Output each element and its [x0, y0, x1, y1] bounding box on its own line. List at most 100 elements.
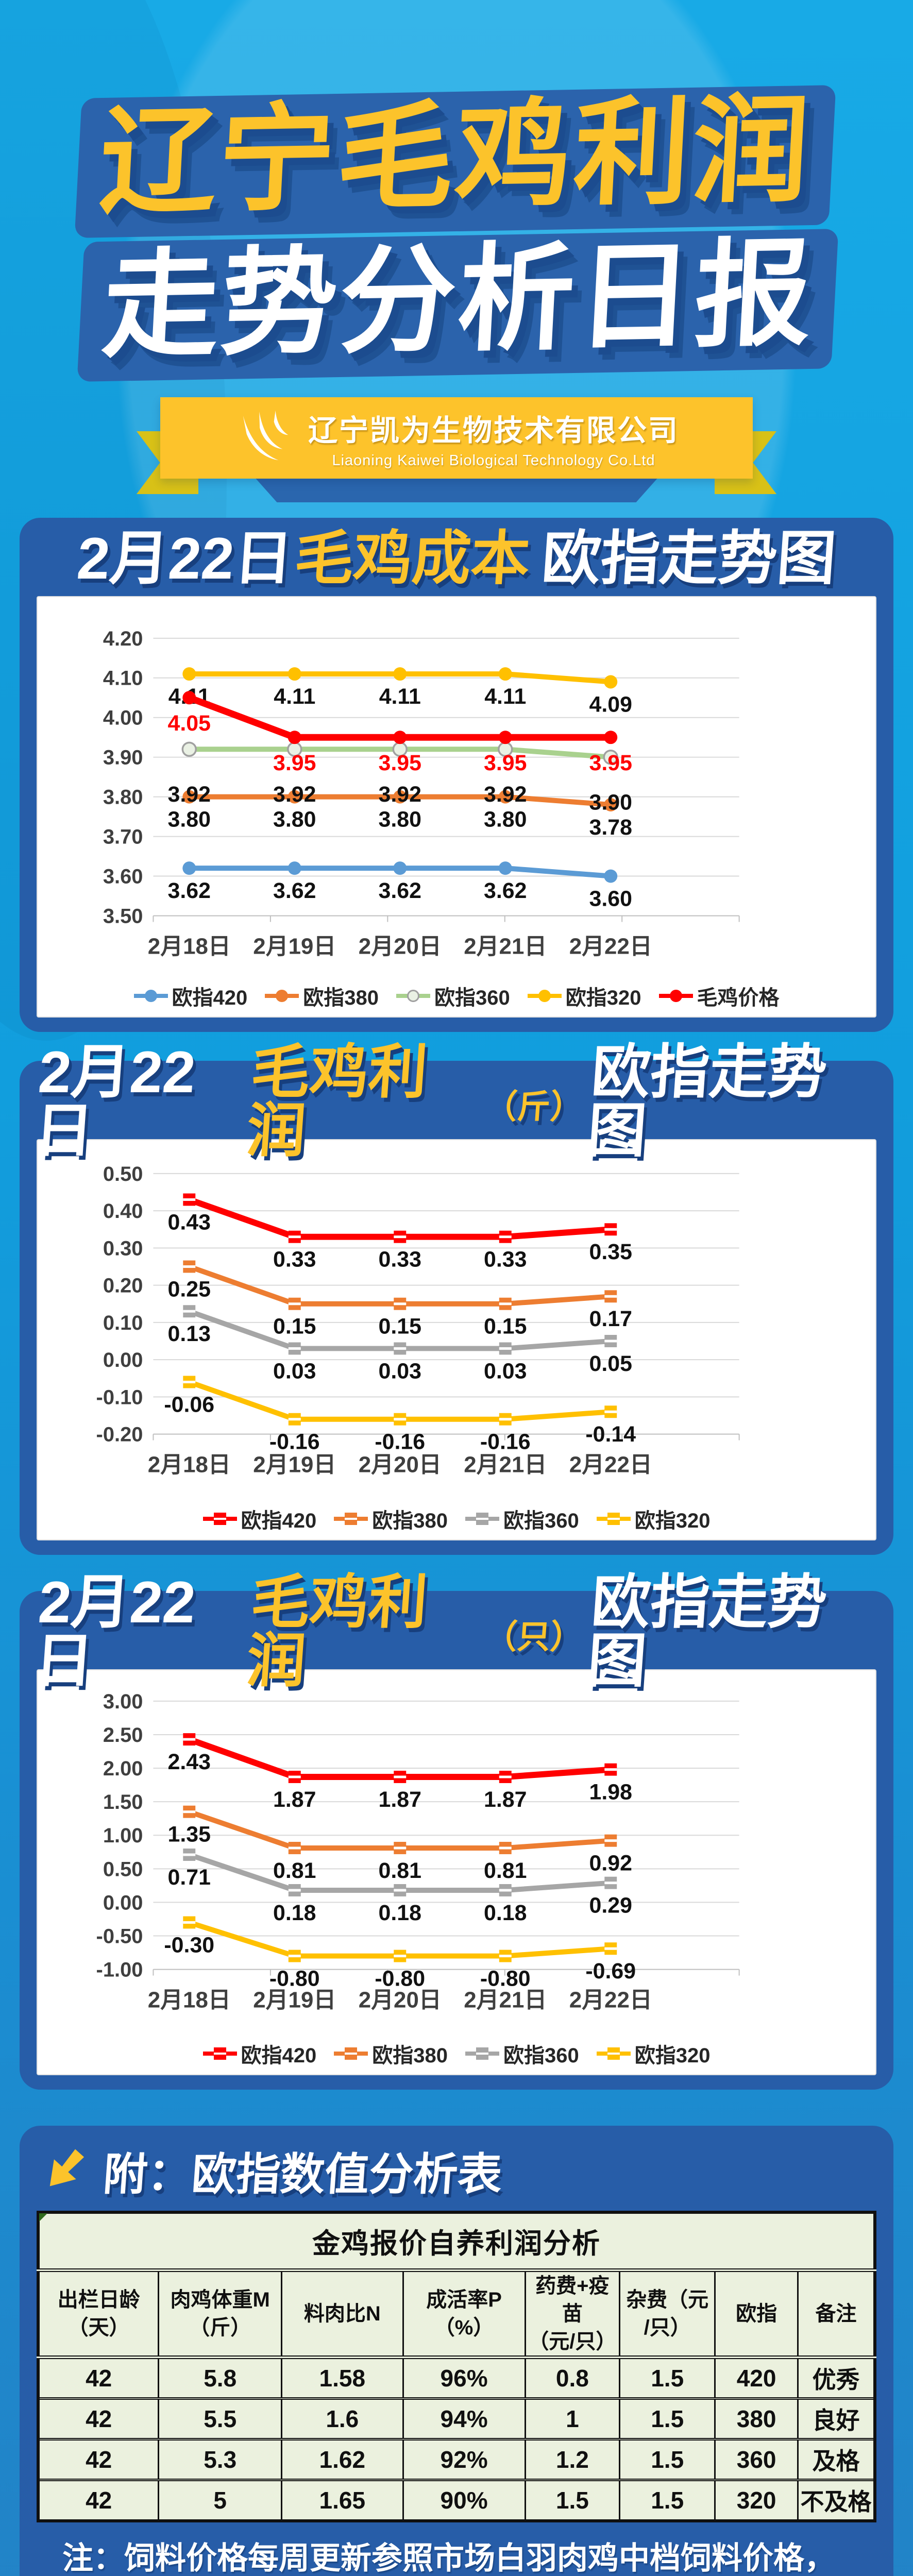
data-label: 0.15: [273, 1314, 316, 1339]
data-label: 0.17: [589, 1307, 632, 1331]
company-banner: 辽宁凯为生物技术有限公司 Liaoning Kaiwei Biological …: [160, 397, 753, 503]
data-label: 0.92: [589, 1851, 632, 1875]
table-cell: 良好: [797, 2397, 876, 2441]
data-label: 3.80: [273, 807, 316, 832]
table-cell: 0.8: [524, 2356, 621, 2400]
table-cell: 优秀: [797, 2356, 876, 2400]
series-毛鸡价格: 4.05 3.95 3.95 3.95 3.95: [168, 691, 632, 775]
title-suffix: 欧指走势图: [539, 526, 838, 592]
table-cell: 1.65: [281, 2479, 404, 2522]
table-cell: 5.5: [158, 2397, 283, 2441]
x-tick-label: 2月21日: [464, 934, 547, 959]
data-label: 3.95: [273, 751, 316, 775]
table-cell: 5.3: [158, 2438, 283, 2481]
y-tick-label: -1.00: [96, 1958, 143, 1981]
y-tick-label: 1.00: [103, 1824, 143, 1847]
legend-label: 欧指360: [434, 987, 510, 1010]
legend-marker-icon: [465, 2047, 499, 2060]
series-欧指360: 3.92 3.92 3.92 3.92 3.90: [168, 741, 632, 815]
y-tick-label: 2.50: [103, 1723, 143, 1746]
table-cell: 1.5: [619, 2397, 716, 2441]
table-cell: 42: [37, 2356, 160, 2400]
legend-item-欧指360: 欧指360: [465, 2039, 579, 2069]
series-欧指420: 0.43 0.33 0.33 0.33 0.35: [168, 1193, 632, 1272]
table-cell: 42: [37, 2479, 160, 2522]
y-tick-label: 2.00: [103, 1757, 143, 1780]
data-label: 3.95: [484, 751, 527, 775]
legend-item-欧指360: 欧指360: [465, 1504, 579, 1534]
gridlines: [153, 637, 740, 922]
y-tick-label: 4.20: [103, 628, 143, 650]
x-tick-label: 2月20日: [359, 1987, 442, 2012]
analysis-heading-row: 附：欧指数值分析表: [40, 2138, 873, 2202]
data-label: 0.81: [273, 1858, 316, 1883]
title-unit: （只）: [483, 1618, 585, 1655]
column-header: 肉鸡体重M （斤）: [158, 2269, 283, 2359]
company-name-en: Liaoning Kaiwei Biological Technology Co…: [332, 452, 655, 469]
table-cell: 1.5: [524, 2479, 621, 2522]
data-label: -0.14: [585, 1422, 636, 1447]
table-cell: 1.5: [619, 2438, 716, 2481]
x-tick-label: 2月21日: [464, 1452, 547, 1478]
data-label: 0.71: [168, 1865, 211, 1889]
table-cell: 92%: [402, 2438, 526, 2481]
chart-profit-jin-svg: 0.500.400.300.200.100.00-0.10-0.200.430.…: [96, 1163, 740, 1478]
chart-profit-bird-legend: 欧指420 欧指380 欧指360 欧指320: [38, 2035, 875, 2072]
data-label: 1.98: [589, 1780, 632, 1804]
legend-item-欧指360: 欧指360: [396, 981, 510, 1011]
legend-label: 欧指380: [303, 987, 379, 1010]
y-tick-label: 4.10: [103, 667, 143, 690]
table-cell: 1.6: [281, 2397, 404, 2441]
legend-label: 毛鸡价格: [697, 987, 780, 1010]
series-欧指320: -0.06 -0.16 -0.16 -0.16 -0.14: [164, 1376, 636, 1454]
y-tick-label: 3.00: [103, 1690, 143, 1713]
data-label: 3.60: [589, 886, 632, 911]
series-欧指320: 4.114.114.114.114.09: [168, 667, 632, 717]
x-tick-label: 2月19日: [253, 934, 336, 959]
data-label: 4.09: [589, 692, 632, 717]
data-label: 3.92: [273, 782, 316, 807]
x-tick-label: 2月18日: [148, 934, 231, 959]
data-label: 1.35: [168, 1822, 211, 1846]
legend-marker-icon: [596, 2047, 631, 2060]
title-date: 2月22日: [32, 1569, 198, 1694]
data-label: 3.62: [379, 878, 421, 903]
x-tick-label: 2月20日: [359, 934, 442, 959]
data-label: 3.92: [484, 782, 527, 807]
legend-item-毛鸡价格: 毛鸡价格: [658, 981, 780, 1011]
table-cell: 96%: [402, 2356, 526, 2400]
data-label: 3.92: [379, 782, 421, 807]
table-cell: 380: [714, 2397, 799, 2441]
series-欧指420: 3.62 3.62 3.62 3.62 3.60: [168, 861, 632, 911]
title-date: 2月22日: [75, 526, 295, 592]
series-欧指320: -0.30 -0.80 -0.80 -0.80 -0.69: [164, 1916, 636, 1991]
y-tick-label: 3.60: [103, 866, 143, 888]
x-tick-label: 2月21日: [464, 1987, 547, 2012]
title-highlight: 毛鸡利润: [244, 1040, 430, 1164]
legend-marker-icon: [202, 1512, 237, 1526]
series-欧指380: 3.80 3.80 3.80 3.80 3.78: [168, 790, 632, 840]
legend-item-欧指420: 欧指420: [202, 1504, 316, 1534]
data-label: 0.03: [273, 1359, 316, 1384]
data-label: 3.80: [168, 807, 211, 832]
note-text: 注：饲料价格每周更新参照市场白羽肉鸡中档饲料价格，雏价和毛鸡价参照金鸡报价沈阳高…: [62, 2540, 835, 2575]
table-cell: 1.58: [281, 2356, 404, 2400]
y-tick-label: 0.30: [103, 1238, 143, 1260]
table-cell: 5: [158, 2479, 283, 2522]
legend-item-欧指320: 欧指320: [527, 981, 641, 1011]
table-cell: 360: [714, 2438, 799, 2481]
data-label: 2.43: [168, 1749, 211, 1774]
data-label: 0.35: [589, 1240, 632, 1264]
legend-label: 欧指320: [565, 987, 641, 1010]
legend-label: 欧指360: [503, 2044, 579, 2067]
section-title-cost: 2月22日 毛鸡成本 欧指走势图: [35, 526, 879, 592]
legend-item-欧指380: 欧指380: [334, 2039, 448, 2069]
data-label: 0.81: [379, 1858, 421, 1883]
data-label: -0.80: [375, 1966, 425, 1991]
column-header: 欧指: [714, 2269, 799, 2359]
analysis-section: 附：欧指数值分析表 金鸡报价自养利润分析 出栏日龄 （天） 肉鸡体重M （斤） 料肉比N 成…: [20, 2125, 893, 2576]
chart-section-profit-jin: 2月22日 毛鸡利润 （斤） 欧指走势图 0.50 0.40 0.30 0.20 0.10 0.…: [20, 1040, 893, 1555]
profit-table-wrap: 金鸡报价自养利润分析 出栏日龄 （天） 肉鸡体重M （斤） 料肉比N 成活率P （%） 药费+疫…: [37, 2210, 876, 2522]
legend-marker-icon: [202, 2047, 237, 2060]
